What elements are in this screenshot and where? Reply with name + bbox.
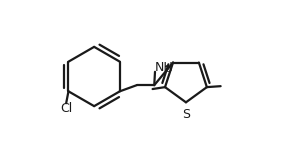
Text: S: S bbox=[182, 108, 190, 121]
Text: NH: NH bbox=[155, 61, 173, 74]
Text: 2: 2 bbox=[164, 65, 170, 74]
Text: Cl: Cl bbox=[60, 102, 72, 115]
